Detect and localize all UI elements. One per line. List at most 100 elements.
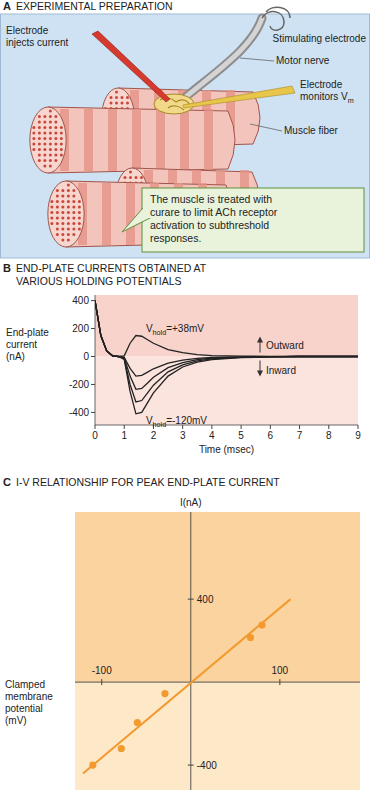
current-trace: [95, 301, 358, 357]
text-line: Electrode: [6, 25, 49, 36]
myofibril-dot: [38, 132, 41, 135]
y-tick: [91, 300, 95, 301]
data-point: [89, 762, 96, 769]
y-tick: [91, 384, 95, 385]
myofibril-dot: [60, 143, 63, 146]
data-point: [258, 621, 265, 628]
myofibril-dot: [50, 222, 53, 225]
x-tick-label: 6: [268, 430, 274, 441]
myofibril-dot: [61, 233, 64, 236]
text-line: VARIOUS HOLDING POTENTIALS: [16, 275, 182, 287]
myofibril-dot: [49, 159, 52, 162]
x-tick: [270, 425, 271, 429]
myofibril-dot: [67, 222, 70, 225]
myofibril-dot: [129, 176, 132, 179]
fit-line: [83, 599, 291, 773]
myofibril-dot: [43, 126, 46, 129]
myofibril-dot: [38, 148, 41, 151]
fiber-stripe: [126, 183, 135, 245]
trace-label: Vhold=-120mV: [146, 415, 207, 429]
nerve-branch: [168, 106, 184, 110]
myofibril-dot: [54, 126, 57, 129]
text-rest: =-120mV: [166, 415, 207, 426]
y-tick: [91, 412, 95, 413]
myofibril-dot: [121, 96, 124, 99]
y-tick-label: -400: [69, 407, 89, 418]
myofibril-dot: [78, 228, 81, 231]
x-tick-label: -100: [92, 665, 112, 676]
y-tick-label: 400: [72, 295, 89, 306]
myofibril-dot: [43, 154, 46, 157]
x-tick-label: 1: [121, 430, 127, 441]
positive-region: [75, 512, 360, 682]
text-line: injects current: [6, 37, 68, 48]
text-line: (mV): [5, 715, 27, 726]
myofibril-dot: [72, 206, 75, 209]
myofibril-dot: [110, 102, 113, 105]
x-tick: [328, 425, 329, 429]
text-line: Clamped: [5, 679, 45, 690]
myofibril-dot: [72, 211, 75, 214]
arrow-head: [257, 371, 263, 377]
myofibril-dot: [61, 195, 64, 198]
x-axis-title: Time (msec): [199, 444, 254, 455]
x-tick: [95, 425, 96, 429]
x-axis: [75, 682, 360, 683]
panel-title: EXPERIMENTAL PREPARATION: [16, 0, 173, 12]
myofibril-dot: [43, 165, 46, 168]
callout-box: [142, 188, 364, 252]
y-tick-label: 0: [83, 351, 89, 362]
electrode-label: Electrodemonitors Vm: [300, 79, 354, 105]
myofibril-dot: [50, 217, 53, 220]
text-line: monitors Vm: [300, 91, 354, 105]
y-tick-label: 200: [72, 323, 89, 334]
electrode-label: Electrodeinjects current: [6, 25, 68, 48]
x-tick-label: 0: [92, 430, 98, 441]
electrode-label: Stimulating electrode: [273, 33, 367, 44]
x-axis-title: Clampedmembranepotential(mV): [5, 679, 53, 726]
myofibril-dot: [72, 222, 75, 225]
text-line: current: [6, 339, 37, 350]
y-axis-title: End-platecurrent(nA): [6, 327, 49, 362]
myofibril-dot: [78, 206, 81, 209]
leader-line: [250, 124, 282, 131]
text-line: membrane: [5, 691, 53, 702]
fiber-label: Muscle fiber: [284, 125, 339, 136]
y-tick: [91, 356, 95, 357]
x-tick: [211, 425, 212, 429]
myofibril-dot: [50, 200, 53, 203]
myofibril-dot: [49, 165, 52, 168]
x-tick: [241, 425, 242, 429]
fiber-face: [30, 107, 66, 173]
myofibril-dot: [67, 189, 70, 192]
current-trace: [95, 301, 358, 414]
x-tick: [101, 679, 102, 685]
myofibril-dot: [78, 222, 81, 225]
chart-title: I-V RELATIONSHIP FOR PEAK END-PLATE CURR…: [16, 476, 280, 488]
myofibril-dot: [54, 148, 57, 151]
myofibril-dot: [72, 200, 75, 203]
myofibril-dot: [43, 121, 46, 124]
myofibril-dot: [38, 115, 41, 118]
myofibril-dot: [56, 206, 59, 209]
myofibril-dot: [67, 195, 70, 198]
myofibril-dot: [67, 200, 70, 203]
fiber-stripe: [108, 109, 117, 171]
myofibril-dot: [67, 211, 70, 214]
callout-text: The muscle is treated withcurare to limi…: [150, 193, 278, 244]
myofibril-dot: [61, 206, 64, 209]
myofibril-dot: [126, 96, 129, 99]
x-tick: [358, 425, 359, 429]
panel-letter: C: [3, 476, 11, 488]
y-tick: [188, 599, 194, 600]
recording-electrode: [183, 86, 295, 108]
myofibril-dot: [54, 132, 57, 135]
myofibril-dot: [115, 102, 118, 105]
current-trace: [95, 301, 358, 390]
myofibril-dot: [67, 217, 70, 220]
data-point: [118, 745, 125, 752]
myofibril-dot: [49, 137, 52, 140]
stimulating-electrode: [266, 7, 290, 18]
myofibril-dot: [61, 200, 64, 203]
text-line: curare to limit ACh receptor: [150, 206, 278, 218]
